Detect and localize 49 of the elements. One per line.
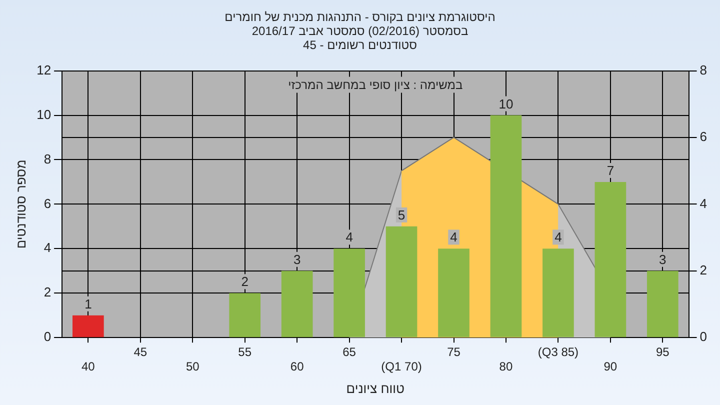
chart-title: היסטוגרמת ציונים בקורס - התנהגות מכנית של חומרים [224,10,496,24]
x-tick-label: 40 [81,360,96,374]
bar [490,115,522,338]
y2-tick-label: 8 [700,62,708,78]
x-tick-label: 50 [186,360,200,374]
bar [281,270,313,338]
data-label: 1 [84,296,92,312]
x-tick-label: 80 [499,360,513,374]
y-tick-label: 10 [36,106,52,122]
y2-tick-label: 6 [700,129,708,144]
data-label: 3 [293,252,301,267]
x-tick-label: 90 [604,360,618,374]
data-label: 5 [398,208,406,223]
data-label: 10 [498,96,514,112]
x-tick-label: 65 [342,345,356,360]
y-tick-label: 8 [44,151,52,166]
x-tick-label: (Q1 70) [381,360,422,374]
x-tick-label: 45 [134,345,148,360]
y-tick-label: 2 [44,284,52,300]
x-tick-label: 75 [447,345,461,360]
bar [542,248,574,338]
x-tick-label: 55 [238,345,252,360]
data-label: 4 [346,230,353,245]
x-tick-label: 60 [290,360,304,374]
x-axis-title: טווח ציונים [346,380,405,396]
x-tick-label: (Q3 85) [538,345,579,360]
x-tick-label: 95 [656,345,670,360]
y2-tick-label: 4 [700,196,708,211]
y-tick-label: 0 [44,329,52,344]
bar [438,248,470,338]
y2-tick-label: 2 [700,262,708,278]
bar [594,182,626,338]
y-tick-label: 6 [44,196,52,211]
y2-tick-label: 0 [700,329,708,344]
data-label: 4 [554,230,562,245]
bar [72,315,104,338]
bar [229,293,261,338]
data-label: 3 [659,252,666,267]
y-tick-label: 4 [44,240,52,256]
y-axis-title: מספר סטודנטים [13,160,28,249]
data-label: 2 [241,274,248,290]
bar [646,270,678,338]
chart-subtitle: בסמסטר (02/2016) סמסטר אביב 2016/17 סטודנטים רשומים - 45 [250,24,470,52]
data-label: 4 [450,230,458,245]
annotation: במשימה : ציון סופי במחשב המרכזי [288,78,463,92]
bar [386,226,418,338]
bar [334,248,365,338]
data-label: 7 [606,163,614,178]
y-tick-label: 12 [36,62,52,78]
